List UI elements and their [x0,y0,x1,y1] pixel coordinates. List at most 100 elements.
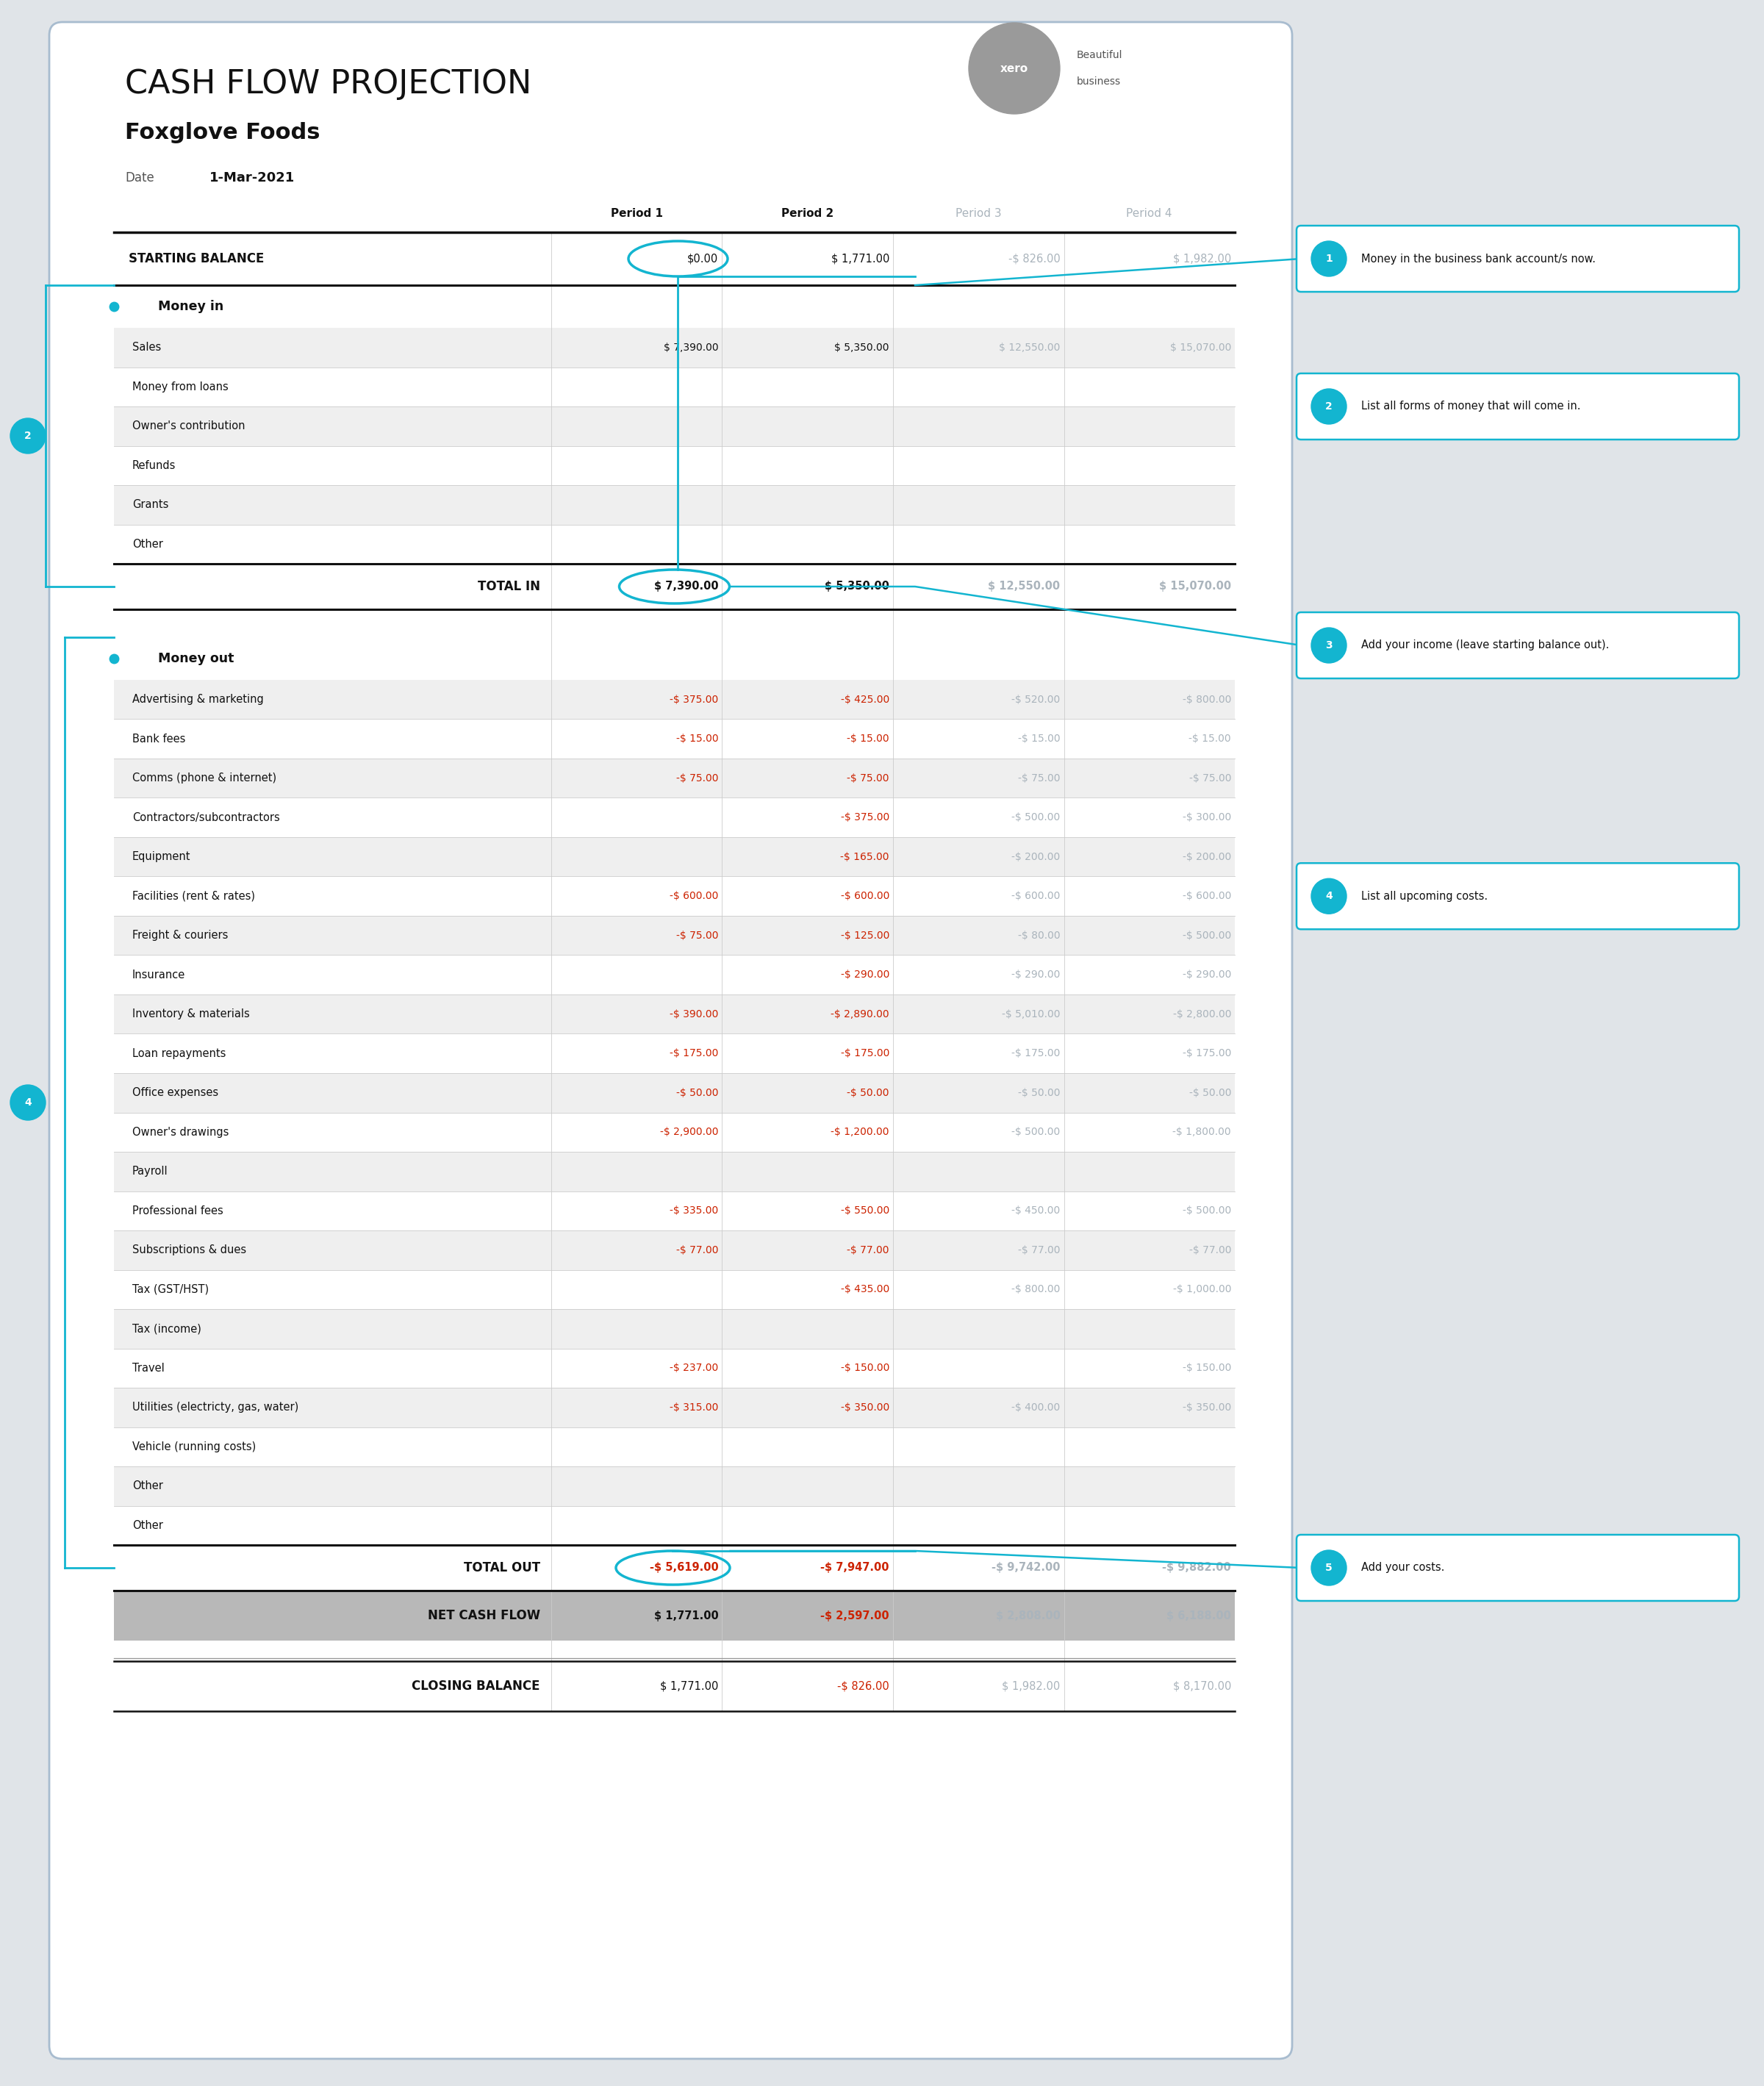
Text: Money in: Money in [159,300,224,313]
Text: Bank fees: Bank fees [132,734,185,745]
Text: -$ 290.00: -$ 290.00 [1182,970,1231,980]
Text: -$ 826.00: -$ 826.00 [838,1681,889,1692]
Text: -$ 175.00: -$ 175.00 [1011,1049,1060,1058]
Text: $ 5,350.00: $ 5,350.00 [834,342,889,353]
Text: $ 7,390.00: $ 7,390.00 [654,582,718,592]
Text: -$ 50.00: -$ 50.00 [676,1087,718,1097]
Text: Equipment: Equipment [132,851,191,862]
Text: -$ 7,947.00: -$ 7,947.00 [820,1562,889,1573]
Text: -$ 350.00: -$ 350.00 [841,1402,889,1412]
Text: Refunds: Refunds [132,459,176,471]
Circle shape [11,1085,46,1120]
Text: -$ 75.00: -$ 75.00 [676,930,718,941]
Text: Sales: Sales [132,342,161,353]
Text: -$ 2,890.00: -$ 2,890.00 [831,1010,889,1020]
Text: -$ 77.00: -$ 77.00 [676,1245,718,1256]
Text: Owner's contribution: Owner's contribution [132,421,245,432]
FancyBboxPatch shape [1297,613,1739,678]
Text: -$ 390.00: -$ 390.00 [670,1010,718,1020]
Bar [115,524,1235,563]
Text: -$ 9,882.00: -$ 9,882.00 [1162,1562,1231,1573]
Text: -$ 375.00: -$ 375.00 [670,695,718,705]
Bar [115,1151,1235,1191]
Text: $ 5,350.00: $ 5,350.00 [826,582,889,592]
Bar [115,1310,1235,1348]
Text: Add your income (leave starting balance out).: Add your income (leave starting balance … [1362,640,1609,651]
Text: Beautiful: Beautiful [1076,50,1122,60]
Bar [115,407,1235,446]
Text: -$ 600.00: -$ 600.00 [841,891,889,901]
Bar [115,720,1235,759]
Bar [115,876,1235,916]
Text: List all upcoming costs.: List all upcoming costs. [1362,891,1487,901]
Text: $ 2,808.00: $ 2,808.00 [995,1610,1060,1621]
Bar [115,1387,1235,1427]
Bar [115,1270,1235,1310]
Text: Period 4: Period 4 [1127,209,1173,219]
Text: Foxglove Foods: Foxglove Foods [125,121,319,144]
Bar [115,1466,1235,1506]
Text: $ 15,070.00: $ 15,070.00 [1170,342,1231,353]
Text: Contractors/subcontractors: Contractors/subcontractors [132,811,280,824]
Text: -$ 500.00: -$ 500.00 [1011,1126,1060,1137]
Bar [115,1112,1235,1151]
Text: -$ 350.00: -$ 350.00 [1182,1402,1231,1412]
Text: -$ 237.00: -$ 237.00 [670,1362,718,1373]
Bar [115,1348,1235,1387]
Text: Freight & couriers: Freight & couriers [132,930,228,941]
Text: Subscriptions & dues: Subscriptions & dues [132,1245,247,1256]
Text: 4: 4 [25,1097,32,1108]
Text: -$ 315.00: -$ 315.00 [670,1402,718,1412]
Text: $ 1,982.00: $ 1,982.00 [1002,1681,1060,1692]
Text: $ 8,170.00: $ 8,170.00 [1173,1681,1231,1692]
Text: -$ 15.00: -$ 15.00 [1189,734,1231,745]
Text: -$ 165.00: -$ 165.00 [840,851,889,862]
Bar [115,232,1235,286]
Text: 3: 3 [1325,640,1332,651]
Text: -$ 300.00: -$ 300.00 [1182,811,1231,822]
Text: $ 12,550.00: $ 12,550.00 [988,582,1060,592]
Text: Period 3: Period 3 [956,209,1002,219]
Bar [115,486,1235,524]
Text: Period 1: Period 1 [610,209,663,219]
Text: -$ 75.00: -$ 75.00 [676,774,718,784]
Text: -$ 425.00: -$ 425.00 [841,695,889,705]
Text: -$ 450.00: -$ 450.00 [1011,1206,1060,1216]
Text: -$ 175.00: -$ 175.00 [841,1049,889,1058]
Text: -$ 435.00: -$ 435.00 [841,1285,889,1295]
Text: -$ 5,619.00: -$ 5,619.00 [649,1562,718,1573]
Text: -$ 50.00: -$ 50.00 [847,1087,889,1097]
Bar [115,446,1235,486]
Text: CLOSING BALANCE: CLOSING BALANCE [413,1679,540,1692]
Text: CASH FLOW PROJECTION: CASH FLOW PROJECTION [125,69,531,100]
Text: Inventory & materials: Inventory & materials [132,1010,250,1020]
Text: $ 12,550.00: $ 12,550.00 [998,342,1060,353]
Text: Grants: Grants [132,499,169,511]
Text: -$ 500.00: -$ 500.00 [1011,811,1060,822]
Text: -$ 1,200.00: -$ 1,200.00 [831,1126,889,1137]
Text: 5: 5 [1325,1562,1332,1573]
Bar [115,680,1235,720]
Text: $ 1,982.00: $ 1,982.00 [1173,252,1231,265]
Text: STARTING BALANCE: STARTING BALANCE [129,252,265,265]
Text: -$ 15.00: -$ 15.00 [847,734,889,745]
Text: Other: Other [132,1521,162,1531]
Circle shape [11,417,46,453]
Text: Utilities (electricty, gas, water): Utilities (electricty, gas, water) [132,1402,298,1412]
FancyBboxPatch shape [1297,864,1739,928]
Text: -$ 175.00: -$ 175.00 [670,1049,718,1058]
Bar [115,1592,1235,1640]
Bar [115,367,1235,407]
Text: -$ 600.00: -$ 600.00 [670,891,718,901]
Text: Loan repayments: Loan repayments [132,1047,226,1060]
Text: -$ 15.00: -$ 15.00 [676,734,718,745]
Bar [115,286,1235,328]
Circle shape [1311,388,1346,423]
Text: -$ 2,900.00: -$ 2,900.00 [660,1126,718,1137]
Text: -$ 77.00: -$ 77.00 [847,1245,889,1256]
Text: Comms (phone & internet): Comms (phone & internet) [132,772,277,784]
Text: xero: xero [1000,63,1028,73]
Circle shape [1311,1550,1346,1585]
Text: -$ 15.00: -$ 15.00 [1018,734,1060,745]
Text: -$ 75.00: -$ 75.00 [847,774,889,784]
